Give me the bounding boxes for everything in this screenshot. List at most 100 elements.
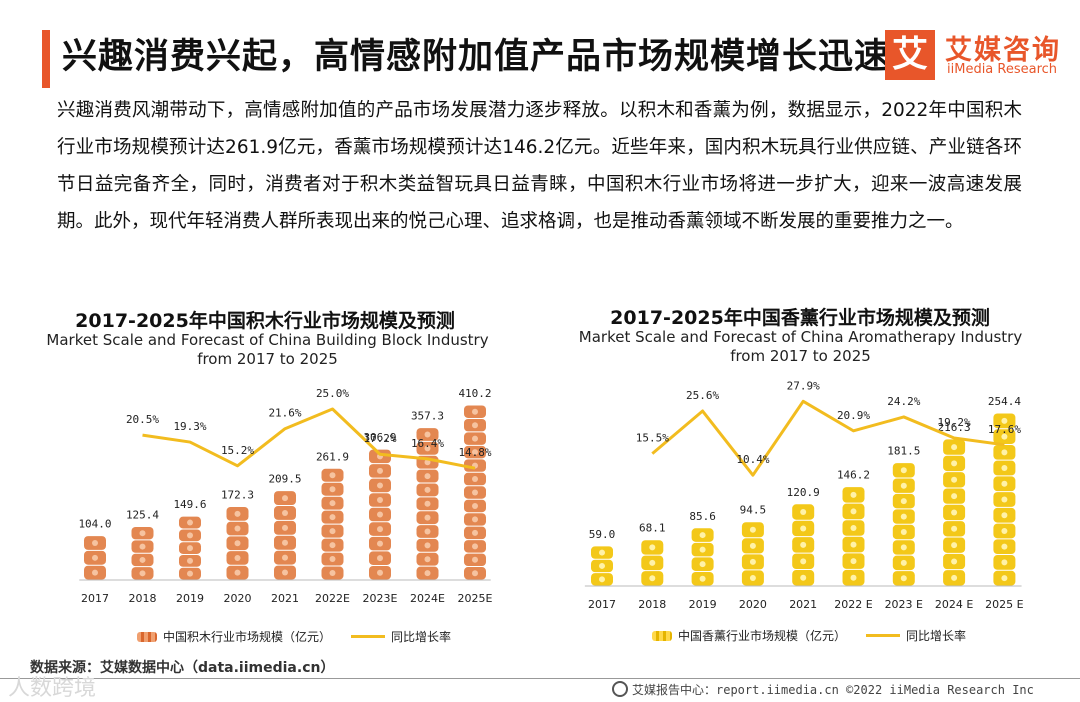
- chart1-category-label: 2023E: [363, 592, 398, 605]
- chart1-bar-label: 357.3: [411, 410, 444, 423]
- chart2-growth-label: 19.2%: [938, 416, 971, 429]
- logo-en-text: iiMedia Research: [947, 62, 1058, 77]
- intro-paragraph: 兴趣消费风潮带动下，高情感附加值的产品市场发展潜力逐步释放。以积木和香薰为例，数…: [57, 100, 1022, 232]
- footer-text[interactable]: 艾媒报告中心：report.iimedia.cn ©2022 iiMedia R…: [632, 683, 1034, 697]
- chart1-bar: [179, 516, 201, 580]
- chart1-bar: [131, 527, 154, 580]
- chart2-category-label: 2021: [789, 598, 817, 611]
- chart1-category-label: 2022E: [315, 592, 350, 605]
- chart2-bar-label: 146.2: [837, 469, 870, 482]
- chart1-growth-label: 16.4%: [411, 437, 444, 450]
- chart1-category-label: 2020: [224, 592, 252, 605]
- chart2-growth-label: 20.9%: [837, 409, 870, 422]
- chart1-bar-label: 261.9: [316, 450, 349, 463]
- chart1-category-label: 2025E: [458, 592, 493, 605]
- data-source: 数据来源：艾媒数据中心（data.iimedia.cn）: [30, 660, 335, 676]
- footer: 艾媒报告中心：report.iimedia.cn ©2022 iiMedia R…: [612, 681, 1034, 698]
- chart2-bar-label: 181.5: [887, 445, 920, 458]
- chart2-bar-label: 216.3: [938, 421, 971, 434]
- chart1-category-label: 2024E: [410, 592, 445, 605]
- chart2-legend-bar-label: 中国香薰行业市场规模（亿元）: [678, 629, 847, 643]
- chart1-title: 2017-2025年中国积木行业市场规模及预测: [75, 310, 455, 332]
- chart1-bar-label: 410.2: [458, 387, 491, 400]
- chart1-bar-label: 149.6: [173, 498, 206, 511]
- footer-divider: [0, 678, 1080, 679]
- brand-logo[interactable]: 艾 艾媒咨询 iiMedia Research: [885, 28, 1070, 84]
- chart2-subtitle: Market Scale and Forecast of China Aroma…: [578, 328, 1023, 365]
- chart1-bar: [84, 536, 106, 580]
- chart2-bar-label: 120.9: [787, 486, 820, 499]
- chart2-plot: 59.0 2017 68.1 2018 85.6 2019 94.5 2020 120.9 202…: [584, 379, 1024, 611]
- chart1-bar: [464, 405, 486, 580]
- chart1-growth-label: 15.2%: [221, 444, 254, 457]
- chart1-bar: [321, 468, 344, 580]
- chart2-bar: [842, 487, 865, 586]
- chart1-growth-label: 14.8%: [458, 446, 491, 459]
- chart2-legend: 中国香薰行业市场规模（亿元） 同比增长率: [652, 627, 966, 644]
- chart1-growth-label: 17.2%: [363, 432, 396, 445]
- chart1-bar-label: 209.5: [268, 473, 301, 486]
- chart2-legend-line-swatch: [866, 634, 901, 637]
- chart1-legend-line-swatch: [351, 635, 386, 638]
- logo-mark: 艾: [885, 30, 935, 80]
- chart2-growth-label: 24.2%: [887, 395, 920, 408]
- chart1-category-label: 2021: [271, 592, 299, 605]
- page-title: 兴趣消费兴起，高情感附加值产品市场规模增长迅速: [62, 37, 891, 77]
- chart2-legend-bar-swatch: [652, 630, 672, 641]
- chart2-bar: [792, 504, 815, 586]
- chart2-bar: [993, 413, 1016, 586]
- title-accent-bar: [42, 30, 50, 88]
- chart2-bar: [943, 439, 966, 586]
- chart1-category-label: 2019: [176, 592, 204, 605]
- chart2-category-label: 2024 E: [935, 598, 973, 611]
- chart1-bar: [416, 428, 439, 580]
- chart1-category-label: 2017: [81, 592, 109, 605]
- chart1-growth-label: 19.3%: [173, 420, 206, 433]
- chart1-bar: [226, 506, 249, 580]
- watermark: 人数跨境: [8, 676, 97, 701]
- globe-icon: [612, 681, 628, 697]
- chart1-legend-bar-swatch: [137, 631, 157, 642]
- chart2-title: 2017-2025年中国香薰行业市场规模及预测: [610, 307, 990, 329]
- chart1-legend: 中国积木行业市场规模（亿元） 同比增长率: [137, 628, 451, 645]
- chart1-growth-label: 25.0%: [316, 387, 349, 400]
- chart2-bar: [591, 546, 613, 586]
- chart2-category-label: 2022 E: [834, 598, 872, 611]
- chart2-growth-line: [651, 399, 1005, 477]
- chart1-subtitle: Market Scale and Forecast of China Build…: [46, 331, 489, 368]
- chart2-growth-label: 25.6%: [686, 389, 719, 402]
- chart2-bar-label: 94.5: [740, 504, 767, 517]
- chart1-bar: [274, 491, 296, 580]
- chart2-category-label: 2017: [588, 598, 616, 611]
- logo-cn-text: 艾媒咨询: [945, 35, 1061, 66]
- chart2-category-label: 2025 E: [985, 598, 1023, 611]
- chart2-category-label: 2019: [689, 598, 717, 611]
- chart2-bar: [641, 540, 664, 586]
- chart2-growth-label: 27.9%: [787, 379, 820, 392]
- chart2-bar: [892, 463, 915, 586]
- chart1-bar-label: 306.9: [363, 431, 396, 444]
- chart2-category-label: 2023 E: [885, 598, 923, 611]
- chart1-growth-line: [142, 407, 476, 470]
- chart1-bar-label: 125.4: [126, 509, 159, 522]
- chart1-legend-bar-label: 中国积木行业市场规模（亿元）: [163, 630, 332, 644]
- chart2-growth-label: 17.6%: [988, 423, 1021, 436]
- chart1-growth-label: 20.5%: [126, 413, 159, 426]
- chart1-bar-label: 172.3: [221, 488, 254, 501]
- chart2-bar: [741, 522, 764, 586]
- chart1-growth-label: 21.6%: [268, 407, 301, 420]
- chart2-bar-label: 85.6: [689, 510, 716, 523]
- chart1-category-label: 2018: [129, 592, 157, 605]
- chart1-bar-label: 104.0: [78, 518, 111, 531]
- chart2-bar-label: 68.1: [639, 522, 666, 535]
- chart2-bar: [691, 528, 714, 586]
- chart2-growth-label: 10.4%: [736, 453, 769, 466]
- chart1-plot: 104.0 2017 125.4 2018 149.6 2019 172.3 2020 209.…: [78, 387, 493, 605]
- chart1-bar: [369, 449, 391, 580]
- chart1-legend-line-label: 同比增长率: [391, 630, 452, 644]
- chart2-legend-line-label: 同比增长率: [906, 629, 967, 643]
- chart2-bar-label: 59.0: [589, 528, 616, 541]
- chart2-growth-label: 15.5%: [636, 432, 669, 445]
- chart2-bar-label: 254.4: [988, 395, 1021, 408]
- chart2-category-label: 2020: [739, 598, 767, 611]
